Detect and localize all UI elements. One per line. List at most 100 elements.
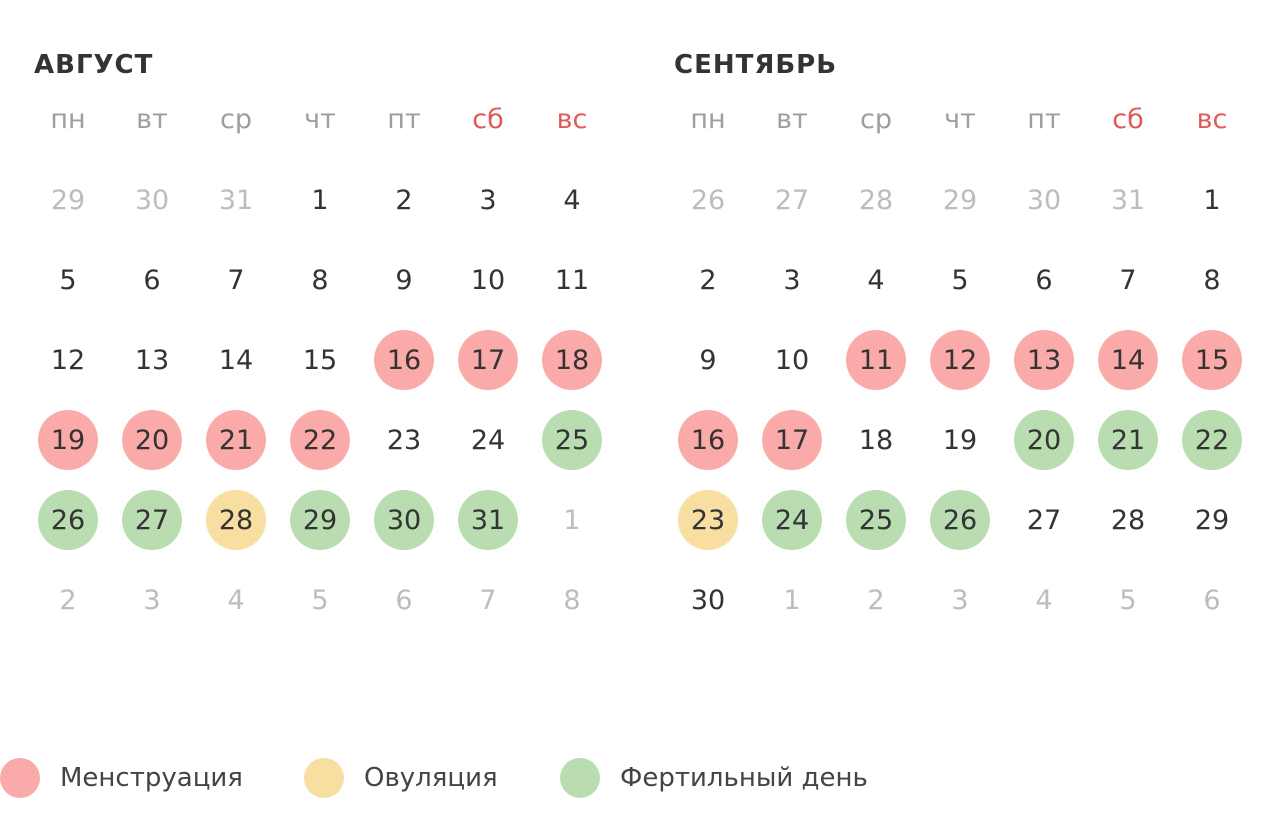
day-cell[interactable]: 28: [1086, 480, 1170, 560]
day-cell[interactable]: 7: [1086, 240, 1170, 320]
day-cell[interactable]: 8: [530, 560, 614, 640]
day-number: 5: [951, 264, 969, 296]
day-cell-fertile[interactable]: 26: [918, 480, 1002, 560]
day-cell[interactable]: 27: [1002, 480, 1086, 560]
day-cell-fertile[interactable]: 25: [530, 400, 614, 480]
day-cell[interactable]: 1: [750, 560, 834, 640]
day-cell[interactable]: 8: [1170, 240, 1254, 320]
day-cell[interactable]: 1: [1170, 160, 1254, 240]
day-cell[interactable]: 19: [918, 400, 1002, 480]
day-cell[interactable]: 4: [834, 240, 918, 320]
day-cell[interactable]: 31: [194, 160, 278, 240]
day-cell[interactable]: 23: [362, 400, 446, 480]
day-cell-menstruation[interactable]: 17: [446, 320, 530, 400]
day-cell-menstruation[interactable]: 12: [918, 320, 1002, 400]
day-cell[interactable]: 9: [362, 240, 446, 320]
day-cell[interactable]: 3: [110, 560, 194, 640]
day-cell[interactable]: 4: [1002, 560, 1086, 640]
day-cell-fertile[interactable]: 24: [750, 480, 834, 560]
spacer: [666, 120, 1254, 160]
day-cell[interactable]: 31: [1086, 160, 1170, 240]
day-number: 2: [867, 584, 885, 616]
day-cell[interactable]: 2: [26, 560, 110, 640]
day-cell[interactable]: 29: [918, 160, 1002, 240]
day-cell-fertile[interactable]: 31: [446, 480, 530, 560]
day-cell[interactable]: 9: [666, 320, 750, 400]
day-cell[interactable]: 5: [278, 560, 362, 640]
day-cell[interactable]: 2: [666, 240, 750, 320]
day-number: 7: [1119, 264, 1137, 296]
day-number: 15: [302, 344, 338, 376]
day-cell-menstruation[interactable]: 19: [26, 400, 110, 480]
day-cell-fertile[interactable]: 29: [278, 480, 362, 560]
day-cell[interactable]: 30: [1002, 160, 1086, 240]
day-number: 3: [951, 584, 969, 616]
day-cell[interactable]: 3: [918, 560, 1002, 640]
day-cell[interactable]: 7: [194, 240, 278, 320]
day-cell-menstruation[interactable]: 11: [834, 320, 918, 400]
day-cell-menstruation[interactable]: 17: [750, 400, 834, 480]
day-cell-fertile[interactable]: 30: [362, 480, 446, 560]
day-cell-menstruation[interactable]: 16: [362, 320, 446, 400]
day-cell[interactable]: 11: [530, 240, 614, 320]
day-number: 9: [699, 344, 717, 376]
day-cell[interactable]: 3: [446, 160, 530, 240]
day-cell[interactable]: 1: [530, 480, 614, 560]
day-number: 20: [1014, 410, 1074, 470]
day-cell[interactable]: 3: [750, 240, 834, 320]
day-number: 27: [122, 490, 182, 550]
day-cell[interactable]: 10: [446, 240, 530, 320]
day-cell[interactable]: 29: [1170, 480, 1254, 560]
day-cell[interactable]: 6: [110, 240, 194, 320]
day-cell[interactable]: 7: [446, 560, 530, 640]
day-cell[interactable]: 8: [278, 240, 362, 320]
day-cell-fertile[interactable]: 27: [110, 480, 194, 560]
day-cell-menstruation[interactable]: 22: [278, 400, 362, 480]
day-cell-fertile[interactable]: 22: [1170, 400, 1254, 480]
day-cell-fertile[interactable]: 21: [1086, 400, 1170, 480]
day-number: 21: [206, 410, 266, 470]
day-cell[interactable]: 29: [26, 160, 110, 240]
day-cell[interactable]: 5: [918, 240, 1002, 320]
day-number: 6: [1203, 584, 1221, 616]
legend-item-menstruation: Менструация: [0, 756, 243, 800]
day-cell-fertile[interactable]: 25: [834, 480, 918, 560]
day-cell-menstruation[interactable]: 15: [1170, 320, 1254, 400]
day-cell[interactable]: 30: [110, 160, 194, 240]
day-number: 5: [59, 264, 77, 296]
day-cell-menstruation[interactable]: 14: [1086, 320, 1170, 400]
day-cell[interactable]: 15: [278, 320, 362, 400]
menstruation-dot-icon: [0, 758, 40, 798]
day-cell[interactable]: 4: [530, 160, 614, 240]
day-cell-menstruation[interactable]: 16: [666, 400, 750, 480]
day-cell[interactable]: 6: [1002, 240, 1086, 320]
day-cell-fertile[interactable]: 20: [1002, 400, 1086, 480]
day-cell[interactable]: 24: [446, 400, 530, 480]
day-cell-menstruation[interactable]: 13: [1002, 320, 1086, 400]
day-cell-menstruation[interactable]: 18: [530, 320, 614, 400]
day-cell[interactable]: 26: [666, 160, 750, 240]
day-cell[interactable]: 12: [26, 320, 110, 400]
day-cell[interactable]: 28: [834, 160, 918, 240]
day-cell[interactable]: 6: [1170, 560, 1254, 640]
day-cell[interactable]: 2: [834, 560, 918, 640]
day-cell[interactable]: 10: [750, 320, 834, 400]
day-cell[interactable]: 6: [362, 560, 446, 640]
day-cell-ovulation[interactable]: 28: [194, 480, 278, 560]
day-cell[interactable]: 27: [750, 160, 834, 240]
day-cell-menstruation[interactable]: 20: [110, 400, 194, 480]
day-cell[interactable]: 13: [110, 320, 194, 400]
day-cell-fertile[interactable]: 26: [26, 480, 110, 560]
day-cell[interactable]: 5: [1086, 560, 1170, 640]
day-cell[interactable]: 2: [362, 160, 446, 240]
day-cell-ovulation[interactable]: 23: [666, 480, 750, 560]
day-cell[interactable]: 30: [666, 560, 750, 640]
day-cell[interactable]: 4: [194, 560, 278, 640]
day-cell[interactable]: 5: [26, 240, 110, 320]
day-cell-menstruation[interactable]: 21: [194, 400, 278, 480]
day-number: 1: [1203, 184, 1221, 216]
day-cell[interactable]: 18: [834, 400, 918, 480]
day-cell[interactable]: 1: [278, 160, 362, 240]
day-cell[interactable]: 14: [194, 320, 278, 400]
day-number: 11: [554, 264, 590, 296]
